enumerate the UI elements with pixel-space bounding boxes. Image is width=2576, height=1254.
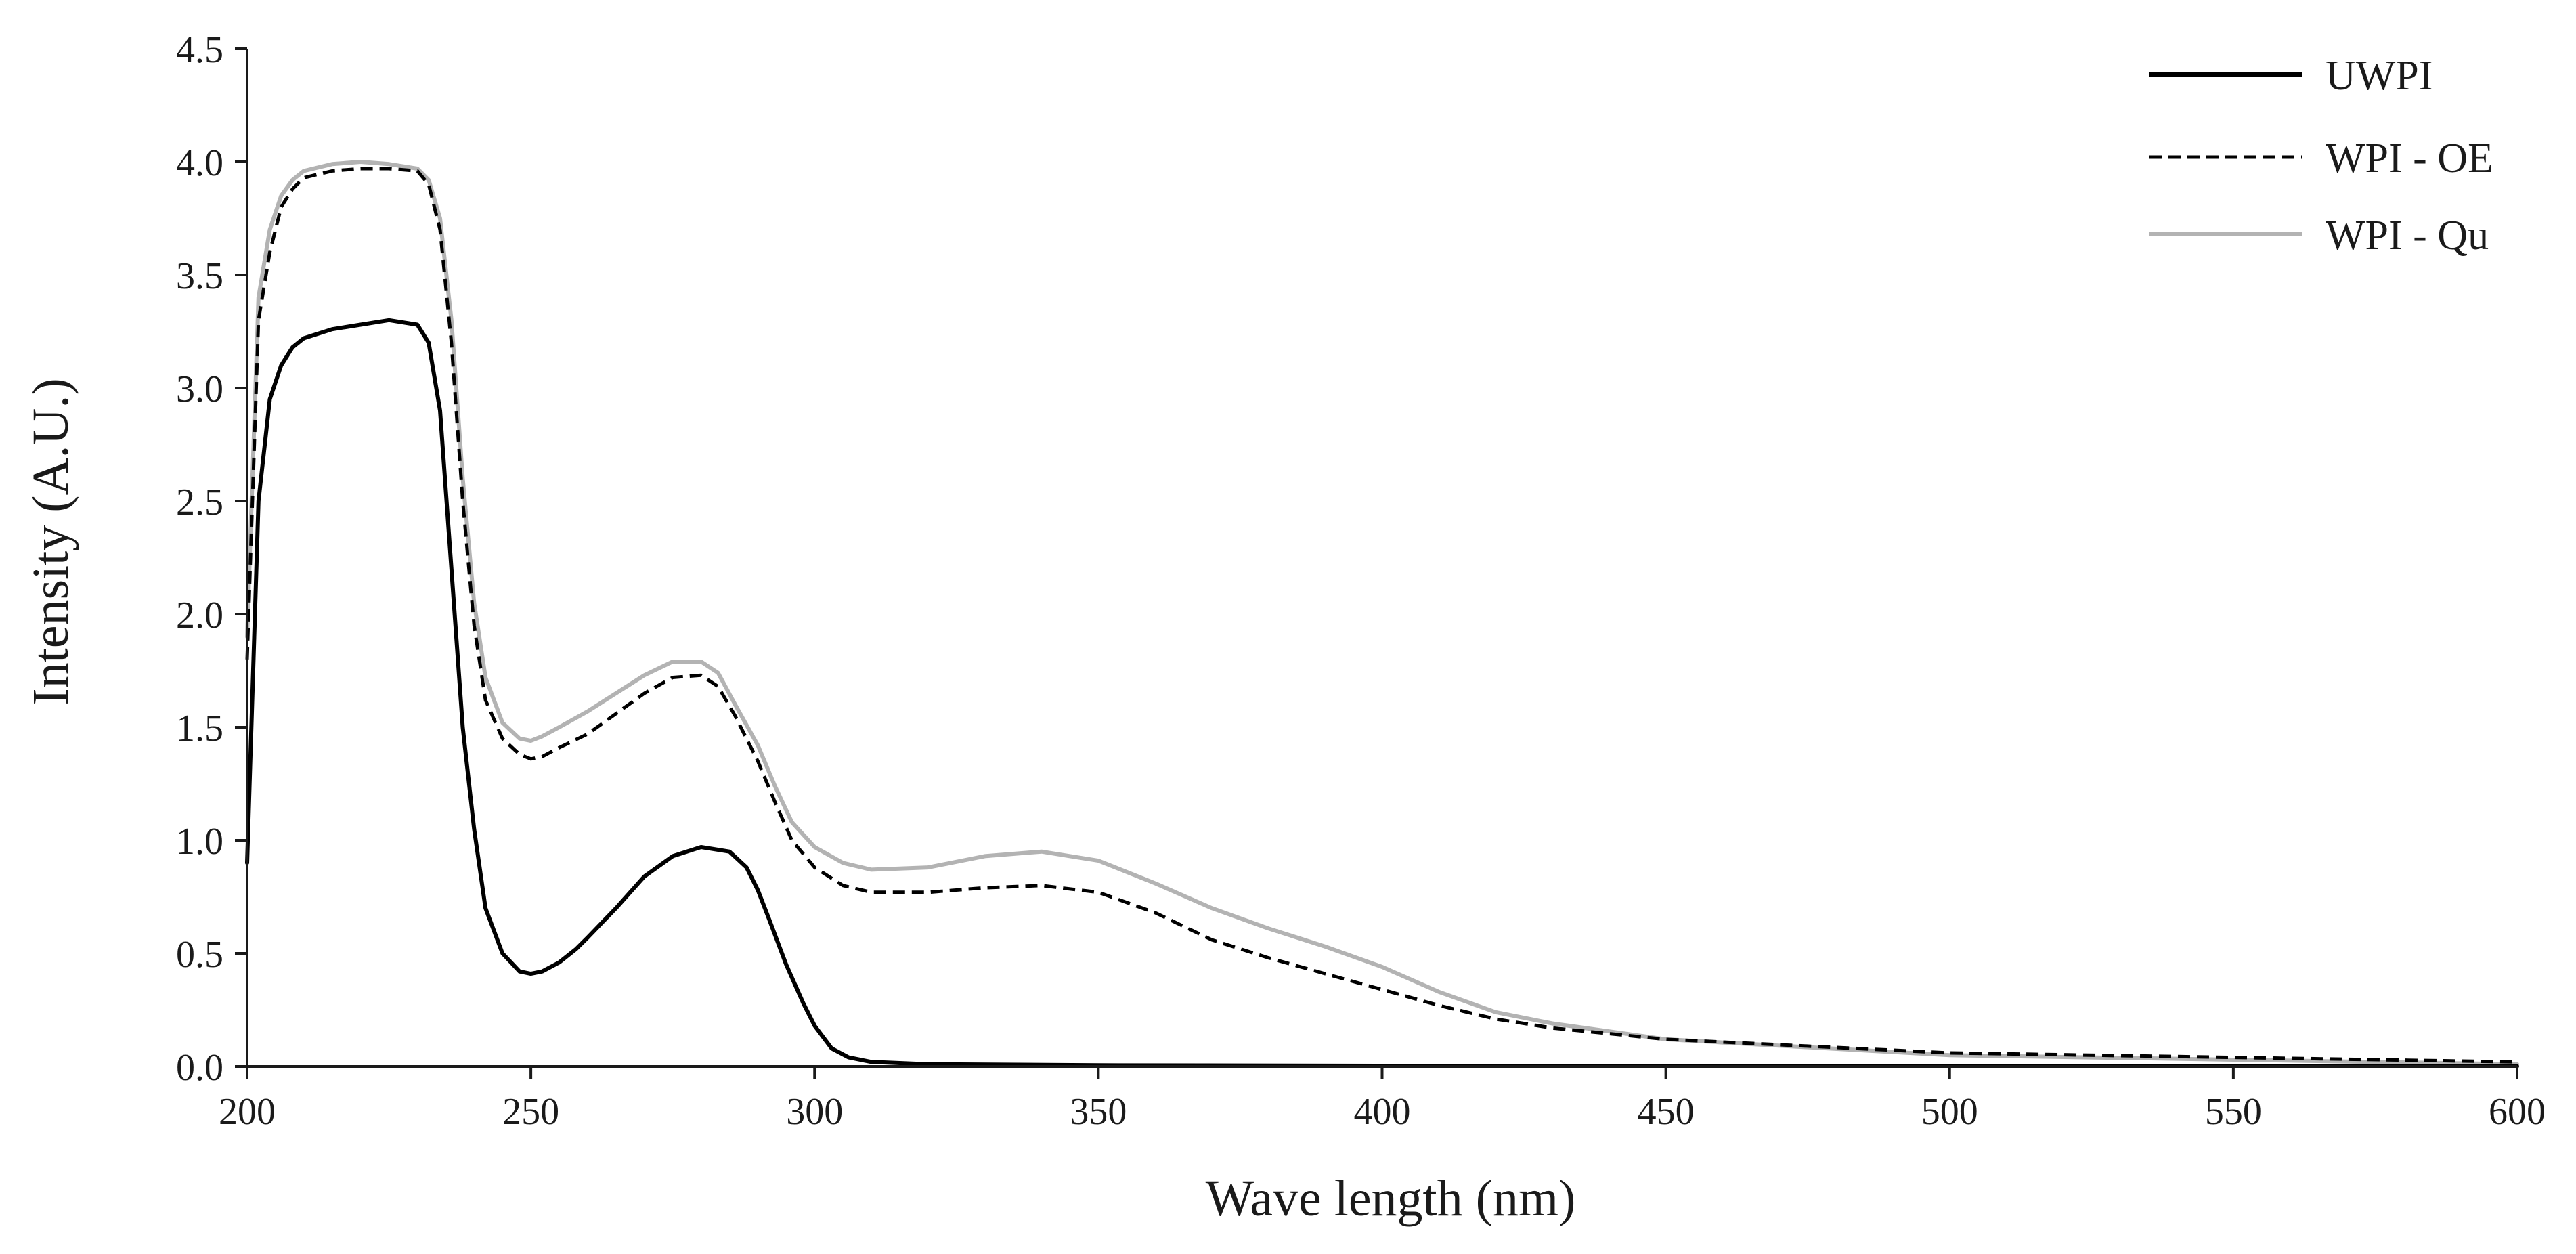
legend-label-wpi-qu: WPI - Qu [2326,213,2489,259]
y-tick-label: 2.5 [176,481,223,523]
y-tick-label: 4.0 [176,142,223,184]
series-line-uwpi [245,318,2519,1068]
x-tick-label: 400 [1354,1091,1411,1133]
y-tick-label: 3.5 [176,255,223,297]
y-tick-label: 0.5 [176,934,223,976]
x-tick-label: 300 [786,1091,843,1133]
y-axis-label: Intensity (A.U.) [22,378,79,705]
series-line-wpi-oe [245,167,2518,1064]
legend: UWPI WPI - OE WPI - Qu [2149,53,2493,259]
x-axis-label: Wave length (nm) [1206,1170,1576,1227]
x-tick-label: 350 [1070,1091,1127,1133]
series-layer [245,160,2519,1068]
x-tick-label: 450 [1638,1091,1695,1133]
ticks-layer: 200 250 300 350 400 450 500 550 600 0.0 0.5 1.0 1.5 2… [176,29,2546,1133]
legend-label-wpi-oe: WPI - OE [2326,135,2493,181]
x-tick-label: 600 [2489,1091,2546,1133]
x-tick-label: 250 [502,1091,559,1133]
x-tick-label: 550 [2205,1091,2262,1133]
y-tick-label: 1.5 [176,708,223,750]
y-tick-label: 4.5 [176,29,223,71]
y-tick-label: 0.0 [176,1047,223,1089]
y-tick-label: 3.0 [176,368,223,410]
y-tick-label: 2.0 [176,594,223,636]
x-tick-label: 200 [219,1091,276,1133]
legend-label-uwpi: UWPI [2326,53,2432,99]
x-tick-label: 500 [1921,1091,1978,1133]
y-tick-label: 1.0 [176,821,223,863]
series-line-wpi-qu [245,160,2519,1066]
